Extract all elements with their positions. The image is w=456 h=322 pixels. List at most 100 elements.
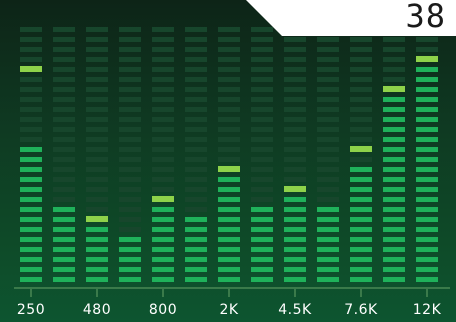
lit-segment [416, 267, 438, 272]
dim-segment [350, 87, 372, 92]
lit-segment [284, 237, 306, 242]
dim-segment [284, 67, 306, 72]
dim-segment [317, 37, 339, 42]
frequency-label: 7.6K [344, 302, 378, 318]
axis-tick [162, 287, 164, 297]
dim-segment [152, 147, 174, 152]
dim-segment [218, 57, 240, 62]
dim-segment [119, 67, 141, 72]
lit-segment [383, 267, 405, 272]
dim-segment [218, 127, 240, 132]
dim-segment [350, 137, 372, 142]
lit-segment [416, 217, 438, 222]
dim-segment [350, 57, 372, 62]
lit-segment [416, 257, 438, 262]
lit-segment [383, 257, 405, 262]
dim-segment [20, 77, 42, 82]
lit-segment [20, 147, 42, 152]
dim-segment [185, 157, 207, 162]
dim-segment [251, 127, 273, 132]
lit-segment [152, 217, 174, 222]
lit-segment [383, 197, 405, 202]
dim-segment [53, 27, 75, 32]
dim-segment [317, 107, 339, 112]
dim-segment [383, 67, 405, 72]
dim-segment [317, 57, 339, 62]
dim-segment [152, 157, 174, 162]
lit-segment [53, 267, 75, 272]
dim-segment [218, 117, 240, 122]
dim-segment [53, 147, 75, 152]
lit-segment [350, 267, 372, 272]
lit-segment [218, 177, 240, 182]
frequency-label: 250 [16, 302, 46, 318]
lit-segment [218, 267, 240, 272]
dim-segment [119, 117, 141, 122]
lit-segment [416, 127, 438, 132]
lit-segment [383, 157, 405, 162]
dim-segment [185, 27, 207, 32]
dim-segment [350, 37, 372, 42]
dim-segment [53, 107, 75, 112]
dim-segment [119, 137, 141, 142]
lit-segment [416, 137, 438, 142]
dim-segment [86, 157, 108, 162]
lit-segment [251, 237, 273, 242]
dim-segment [251, 57, 273, 62]
dim-segment [119, 227, 141, 232]
lit-segment [20, 227, 42, 232]
dim-segment [317, 177, 339, 182]
dim-segment [251, 177, 273, 182]
dim-segment [185, 137, 207, 142]
lit-segment [383, 97, 405, 102]
dim-segment [251, 87, 273, 92]
band-column [218, 27, 240, 282]
dim-segment [86, 87, 108, 92]
dim-segment [350, 67, 372, 72]
dim-segment [383, 37, 405, 42]
lit-segment [20, 207, 42, 212]
lit-segment [317, 237, 339, 242]
lit-segment [20, 237, 42, 242]
lit-segment [185, 227, 207, 232]
lit-segment [350, 227, 372, 232]
dim-segment [86, 27, 108, 32]
dim-segment [350, 77, 372, 82]
lit-segment [383, 177, 405, 182]
lit-segment [350, 257, 372, 262]
lit-segment [416, 187, 438, 192]
dim-segment [20, 37, 42, 42]
dim-segment [53, 57, 75, 62]
lit-segment [218, 187, 240, 192]
dim-segment [119, 177, 141, 182]
lit-segment [86, 227, 108, 232]
peak-marker [218, 166, 240, 172]
dim-segment [284, 57, 306, 62]
dim-segment [218, 37, 240, 42]
level-readout: 38 [405, 0, 446, 35]
dim-segment [119, 147, 141, 152]
dim-segment [53, 97, 75, 102]
band-column [20, 27, 42, 282]
dim-segment [152, 77, 174, 82]
band-column [152, 27, 174, 282]
band-column [284, 27, 306, 282]
dim-segment [152, 37, 174, 42]
dim-segment [317, 97, 339, 102]
lit-segment [416, 227, 438, 232]
frequency-label: 800 [148, 302, 178, 318]
peak-marker [350, 146, 372, 152]
dim-segment [119, 47, 141, 52]
band-column [383, 27, 405, 282]
frequency-label: 12K [412, 302, 442, 318]
lit-segment [218, 277, 240, 282]
lit-segment [20, 197, 42, 202]
dim-segment [251, 27, 273, 32]
lit-segment [350, 207, 372, 212]
dim-segment [119, 157, 141, 162]
dim-segment [317, 197, 339, 202]
lit-segment [416, 247, 438, 252]
dim-segment [284, 87, 306, 92]
